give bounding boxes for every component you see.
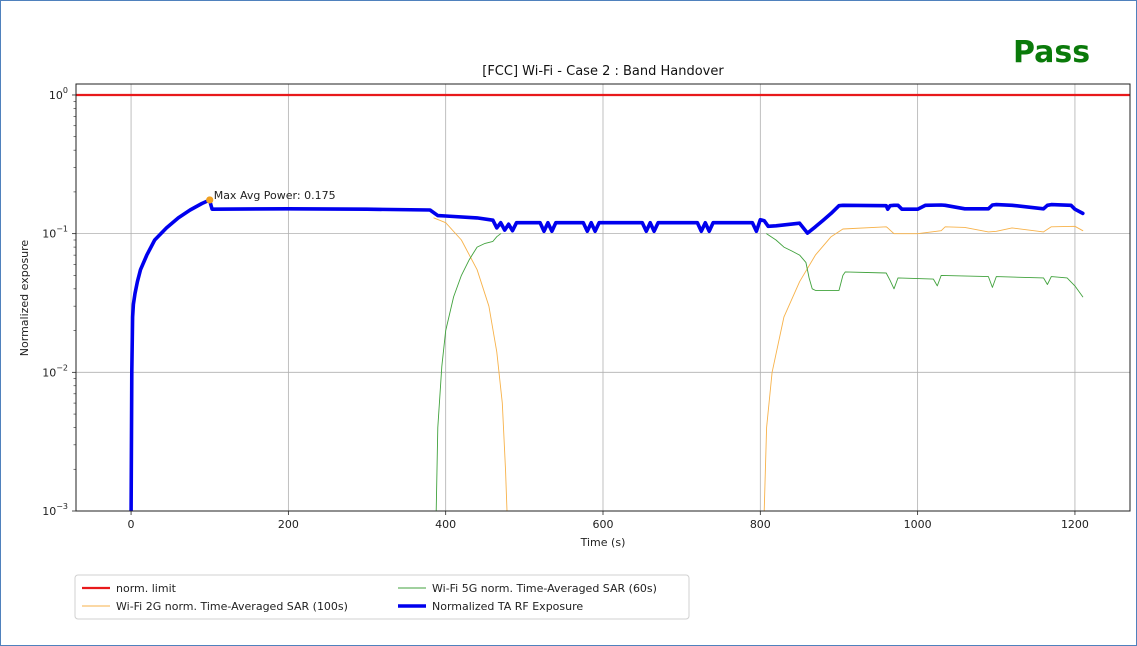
wifi-2g-line	[433, 217, 1084, 511]
legend-entry: Normalized TA RF Exposure	[432, 600, 583, 613]
y-tick-label: 10−3	[42, 502, 68, 518]
y-tick-label: 10−2	[42, 363, 68, 379]
x-tick-label: 800	[750, 518, 771, 531]
x-tick-label: 400	[435, 518, 456, 531]
legend-entry: Wi-Fi 2G norm. Time-Averaged SAR (100s)	[116, 600, 348, 613]
wifi-5g-line	[435, 233, 1084, 511]
series-lines	[76, 93, 1130, 511]
chart-title: [FCC] Wi-Fi - Case 2 : Band Handover	[482, 64, 724, 79]
x-tick-label: 0	[128, 518, 135, 531]
y-axis-label: Normalized exposure	[18, 240, 31, 357]
max-power-annotation: Max Avg Power: 0.175	[206, 189, 336, 204]
x-tick-label: 600	[593, 518, 614, 531]
x-tick-label: 200	[278, 518, 299, 531]
x-axis-label: Time (s)	[580, 536, 626, 549]
max-power-marker	[206, 196, 214, 204]
x-tick-label: 1200	[1061, 518, 1089, 531]
legend-entry: norm. limit	[116, 582, 177, 595]
legend: norm. limit Wi-Fi 2G norm. Time-Averaged …	[74, 574, 690, 620]
y-tick-label: 100	[49, 86, 68, 102]
x-tick-label: 1000	[904, 518, 932, 531]
ta-exposure-line	[129, 198, 1085, 511]
legend-entry: Wi-Fi 5G norm. Time-Averaged SAR (60s)	[432, 582, 657, 595]
legend-box	[74, 574, 690, 620]
max-power-label: Max Avg Power: 0.175	[214, 189, 336, 202]
axis-ticks: 0 200 400 600 800 1000 1200 10−3 10−2 10−1 100	[42, 86, 1089, 531]
verdict-label: Pass	[1013, 35, 1091, 70]
grid-lines	[76, 84, 1130, 512]
y-tick-label: 10−1	[42, 225, 68, 241]
